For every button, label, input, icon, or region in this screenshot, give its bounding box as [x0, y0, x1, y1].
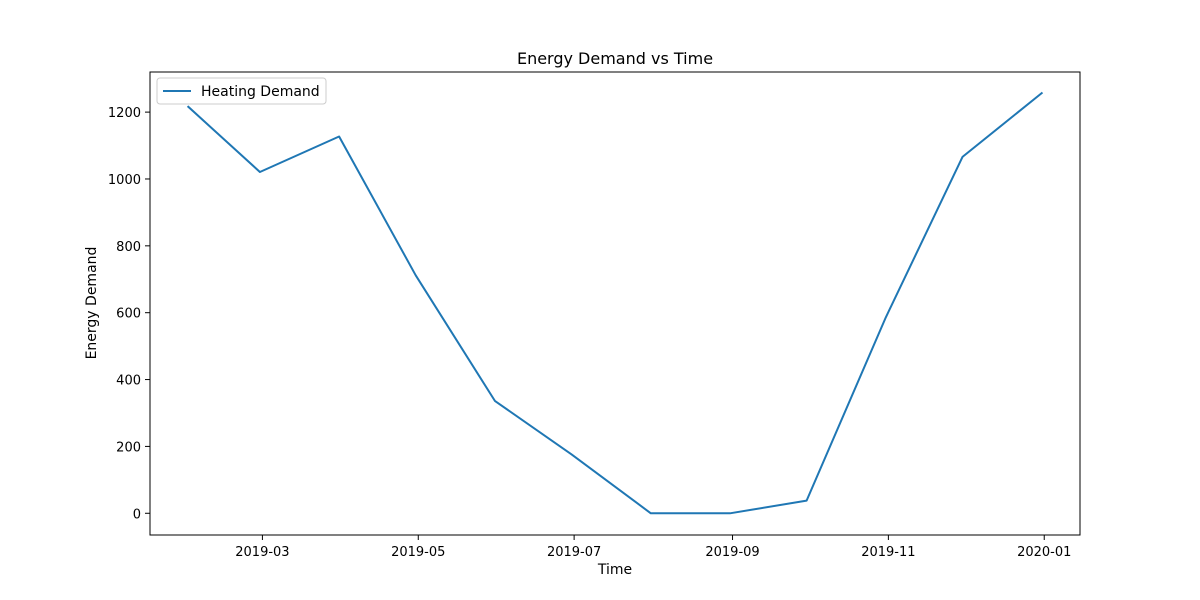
x-axis-label: Time [597, 562, 632, 578]
chart-title: Energy Demand vs Time [517, 49, 713, 68]
y-axis-label: Energy Demand [84, 247, 100, 360]
y-tick-label: 400 [116, 374, 141, 389]
y-tick-label: 1000 [108, 173, 141, 188]
y-tick-label: 0 [133, 507, 141, 522]
y-axis: 0 200 400 600 800 1000 1200 [108, 106, 150, 522]
x-tick-label: 2019-09 [705, 545, 759, 560]
plot-area [150, 72, 1080, 535]
x-tick-label: 2019-07 [547, 545, 601, 560]
legend: Heating Demand [156, 77, 327, 105]
x-tick-label: 2019-05 [391, 545, 445, 560]
x-tick-label: 2020-01 [1017, 545, 1071, 560]
y-tick-label: 600 [116, 307, 141, 322]
x-tick-label: 2019-11 [861, 545, 915, 560]
y-tick-label: 1200 [108, 106, 141, 121]
y-tick-label: 200 [116, 440, 141, 455]
x-axis: 2019-03 2019-05 2019-07 2019-09 2019-11 2020-… [235, 535, 1071, 560]
series-line-heating-demand [186, 91, 1044, 515]
x-tick-label: 2019-03 [235, 545, 289, 560]
legend-box [156, 77, 327, 105]
plot-frame [149, 71, 1081, 536]
legend-label-heating-demand: Heating Demand [201, 84, 320, 100]
y-tick-label: 800 [116, 240, 141, 255]
